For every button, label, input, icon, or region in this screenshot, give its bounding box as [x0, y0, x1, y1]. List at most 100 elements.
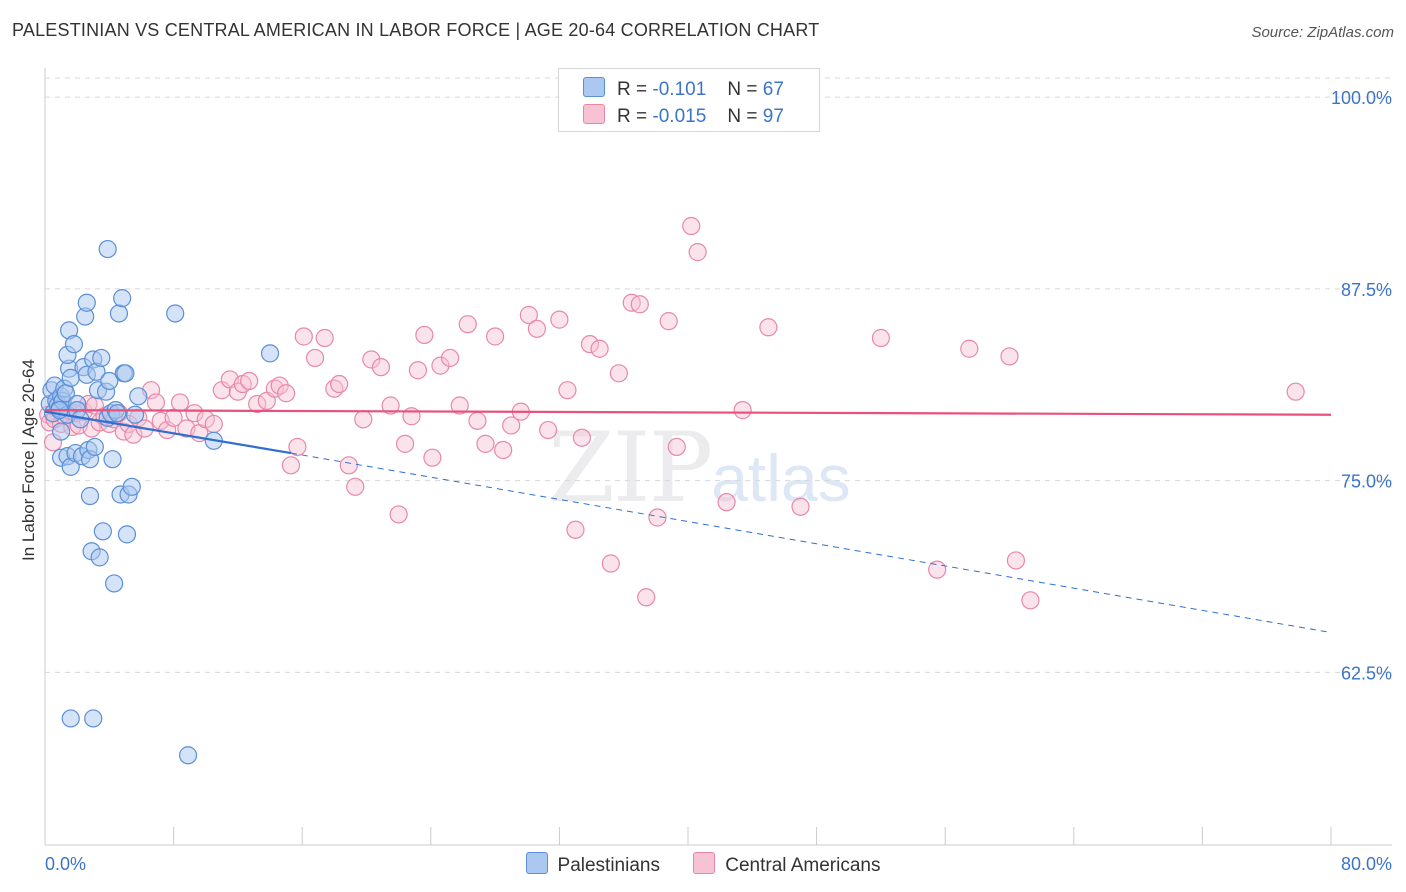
- central-americans-point: [458, 315, 477, 334]
- palestinians-point: [105, 574, 124, 593]
- central-americans-point: [1286, 382, 1305, 401]
- central-americans-point: [566, 520, 585, 539]
- palestinians-point: [77, 293, 96, 312]
- source-credit: Source: ZipAtlas.com: [1251, 24, 1394, 41]
- palestinians-point: [109, 304, 129, 323]
- central-americans-swatch: [693, 852, 716, 874]
- central-americans-point: [381, 396, 400, 415]
- central-americans-point: [389, 505, 408, 524]
- y-tick-label: 87.5%: [1341, 280, 1392, 300]
- central-americans-point: [486, 327, 505, 346]
- central-americans-point: [659, 312, 678, 331]
- palestinians-point: [103, 450, 122, 469]
- palestinians-point: [100, 371, 119, 391]
- central-americans-point: [502, 416, 521, 435]
- legend-n-value: 67: [762, 79, 784, 100]
- central-americans-point: [164, 408, 183, 427]
- central-americans-point: [494, 440, 513, 460]
- palestinians-point: [108, 404, 127, 423]
- central-americans-point: [609, 364, 628, 383]
- central-americans-point: [1006, 551, 1026, 570]
- palestinians-point: [93, 522, 112, 541]
- legend-row-central-americans: R = -0.015 N = 97: [583, 104, 784, 128]
- central-americans-point: [637, 588, 656, 607]
- central-americans-point: [339, 456, 358, 475]
- central-americans-point: [185, 404, 204, 423]
- central-americans-point: [717, 493, 736, 512]
- palestinians-point: [116, 364, 135, 383]
- central-americans-point: [558, 381, 577, 400]
- central-americans-point: [468, 411, 487, 430]
- central-americans-point: [733, 401, 752, 420]
- palestinians-point: [129, 387, 148, 406]
- central-americans-point: [402, 407, 421, 426]
- legend-n-label: N =: [727, 79, 758, 100]
- central-americans-point: [572, 428, 592, 447]
- watermark-zip: ZIP: [548, 412, 713, 524]
- central-americans-point: [580, 335, 600, 354]
- axes: [44, 68, 1392, 846]
- palestinians-point: [98, 239, 117, 259]
- palestinians-swatch: [525, 852, 548, 874]
- central-americans-point: [146, 393, 166, 412]
- central-americans-point: [550, 310, 569, 329]
- central-americans-point: [440, 348, 460, 368]
- central-americans-point: [408, 361, 428, 380]
- central-americans-point: [539, 420, 558, 440]
- central-americans-label: Central Americans: [725, 855, 881, 876]
- central-americans-point: [395, 434, 415, 453]
- watermark-atlas: atlas: [711, 441, 851, 515]
- central-americans-point: [277, 384, 296, 403]
- palestinians-trend-line: [44, 410, 292, 455]
- central-americans-point: [601, 554, 620, 573]
- central-americans-point: [288, 437, 307, 457]
- central-americans-point: [371, 358, 391, 377]
- central-americans-point: [682, 216, 701, 236]
- legend-n-value: 97: [762, 106, 784, 127]
- palestinians-point: [178, 746, 198, 765]
- central-americans-point: [423, 448, 442, 467]
- palestinians-swatch: [583, 77, 605, 97]
- palestinians-point: [122, 477, 141, 496]
- central-americans-point: [346, 477, 365, 496]
- central-americans-swatch: [583, 104, 605, 124]
- legend-row-palestinians: R = -0.101 N = 67: [583, 77, 784, 101]
- palestinians-point: [61, 709, 80, 728]
- legend-r-label: R =: [617, 106, 648, 127]
- central-americans-point: [791, 497, 810, 516]
- central-americans-point: [354, 410, 373, 429]
- correlation-legend: R = -0.101 N = 67 R = -0.015 N = 97: [558, 68, 820, 132]
- palestinians-points: [40, 239, 280, 765]
- palestinians-point: [92, 348, 111, 368]
- palestinians-point: [85, 437, 104, 457]
- central-americans-point: [759, 318, 778, 337]
- palestinians-trend-extension: [290, 452, 1332, 634]
- palestinians-point: [90, 548, 109, 567]
- central-americans-point: [667, 437, 686, 457]
- central-americans-point: [871, 328, 891, 348]
- series-legend: Palestinians Central Americans: [0, 852, 1406, 877]
- central-americans-trend-line: [44, 409, 1332, 416]
- tick-labels: 62.5% 75.0% 87.5% 100.0% 0.0% 80.0%: [45, 88, 1392, 874]
- central-americans-point: [170, 393, 190, 412]
- central-americans-point: [450, 396, 469, 415]
- central-americans-point: [204, 414, 223, 434]
- x-tick-label-max: 80.0%: [1341, 854, 1392, 874]
- central-americans-point: [281, 456, 301, 475]
- central-americans-point: [265, 379, 284, 398]
- central-americans-point: [960, 339, 979, 358]
- legend-item-central-americans[interactable]: Central Americans: [693, 852, 880, 877]
- central-americans-point: [431, 356, 450, 375]
- central-americans-point: [305, 348, 325, 368]
- palestinians-point: [125, 405, 145, 424]
- y-tick-label: 75.0%: [1341, 472, 1392, 492]
- legend-item-palestinians[interactable]: Palestinians: [525, 852, 660, 877]
- central-americans-point: [240, 371, 259, 391]
- legend-n-label: N =: [727, 106, 758, 127]
- central-americans-point: [527, 319, 546, 338]
- legend-r-value: -0.101: [652, 79, 707, 100]
- central-americans-point: [294, 327, 313, 346]
- central-americans-point: [519, 305, 538, 325]
- central-americans-point: [315, 328, 334, 348]
- central-americans-point: [362, 350, 381, 369]
